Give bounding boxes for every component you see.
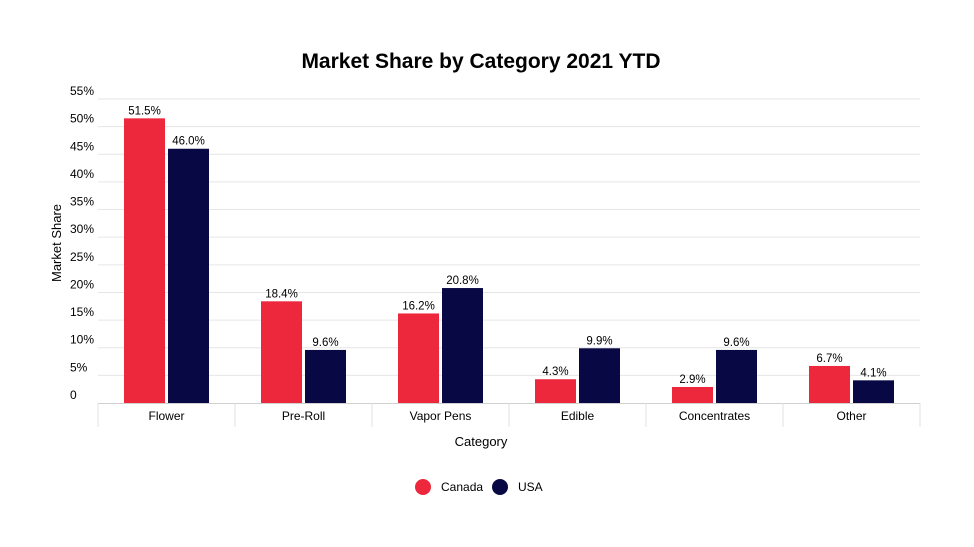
data-label: 51.5% bbox=[128, 105, 161, 117]
x-tick-label: Vapor Pens bbox=[410, 409, 472, 423]
y-tick-label: 55% bbox=[70, 84, 94, 98]
y-tick-label: 15% bbox=[70, 305, 94, 319]
data-label: 46.0% bbox=[172, 136, 205, 148]
legend-label-usa: USA bbox=[518, 480, 543, 494]
bar-canada-other bbox=[809, 365, 850, 403]
y-tick-label: 35% bbox=[70, 195, 94, 209]
y-tick-label: 5% bbox=[70, 360, 88, 374]
data-label: 4.1% bbox=[860, 367, 886, 379]
bar-usa-edible bbox=[579, 348, 620, 403]
y-tick-label: 50% bbox=[70, 112, 94, 126]
data-labels: 51.5% 46.0% 18.4% 9.6% 16.2% 20.8% 4.3% 9.9% 2.9… bbox=[128, 105, 886, 386]
y-tick-label: 20% bbox=[70, 277, 94, 291]
data-label: 9.6% bbox=[723, 337, 749, 349]
x-tick-label: Pre-Roll bbox=[282, 409, 325, 423]
gridlines bbox=[98, 98, 920, 376]
data-label: 20.8% bbox=[446, 275, 479, 287]
y-tick-label: 45% bbox=[70, 139, 94, 153]
bar-canada-vapor-pens bbox=[398, 313, 439, 403]
x-axis-label: Category bbox=[455, 434, 508, 449]
bar-usa-other bbox=[853, 380, 894, 403]
legend-marker-usa bbox=[492, 479, 508, 495]
bar-canada-pre-roll bbox=[261, 301, 302, 403]
legend-marker-canada bbox=[415, 479, 431, 495]
data-label: 18.4% bbox=[265, 288, 298, 300]
y-tick-label: 25% bbox=[70, 250, 94, 264]
x-tick-label: Other bbox=[836, 409, 866, 423]
x-tick-label: Concentrates bbox=[679, 409, 750, 423]
data-label: 4.3% bbox=[542, 366, 568, 378]
y-axis-ticks: 0 5% 10% 15% 20% 25% 30% 35% 40% 45% 50% 55% bbox=[70, 84, 94, 402]
data-label: 2.9% bbox=[679, 374, 705, 386]
chart-title: Market Share by Category 2021 YTD bbox=[301, 50, 660, 73]
bar-usa-concentrates bbox=[716, 349, 757, 403]
y-tick-label: 10% bbox=[70, 333, 94, 347]
data-label: 6.7% bbox=[816, 353, 842, 365]
y-axis-label: Market Share bbox=[49, 204, 64, 282]
y-tick-label: 30% bbox=[70, 222, 94, 236]
x-tick-label: Flower bbox=[148, 409, 184, 423]
bar-usa-vapor-pens bbox=[442, 288, 483, 403]
x-axis: Flower Pre-Roll Vapor Pens Edible Concentrat… bbox=[97, 403, 921, 427]
bar-canada-edible bbox=[535, 379, 576, 403]
y-tick-label: 0 bbox=[70, 388, 77, 402]
data-label: 9.9% bbox=[586, 335, 612, 347]
data-label: 9.6% bbox=[312, 337, 338, 349]
bars bbox=[124, 118, 894, 403]
y-tick-label: 40% bbox=[70, 167, 94, 181]
x-tick-label: Edible bbox=[561, 409, 595, 423]
bar-usa-pre-roll bbox=[305, 349, 346, 403]
bar-canada-concentrates bbox=[672, 386, 713, 403]
bar-canada-flower bbox=[124, 118, 165, 403]
data-label: 16.2% bbox=[402, 300, 435, 312]
legend: Canada USA bbox=[415, 479, 543, 495]
bar-usa-flower bbox=[168, 148, 209, 403]
legend-label-canada: Canada bbox=[441, 480, 483, 494]
